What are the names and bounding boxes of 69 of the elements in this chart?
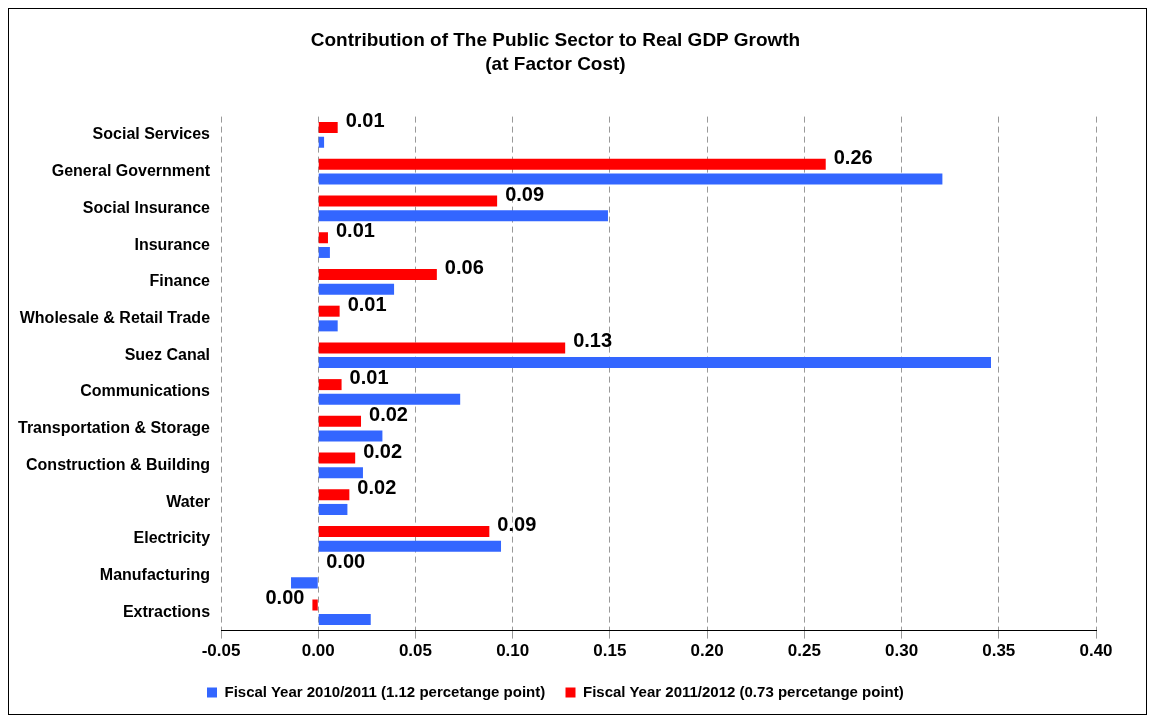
data-label: 0.26: [833, 145, 873, 168]
y-tick-label: Suez Canal: [124, 345, 211, 363]
y-tick-label: Social Insurance: [82, 198, 211, 216]
bar: [318, 415, 362, 427]
y-tick-label: Social Services: [92, 125, 211, 143]
x-tick-label: 0.00: [301, 641, 335, 661]
x-tick-label: 0.25: [787, 641, 821, 661]
bar: [318, 268, 437, 280]
y-tick-label: Electricity: [133, 529, 211, 547]
bar: [318, 540, 502, 552]
data-label: 0.01: [349, 366, 389, 389]
y-tick-label: Communications: [80, 382, 211, 400]
data-label: 0.09: [505, 182, 545, 205]
bar: [318, 136, 325, 148]
bar: [318, 195, 498, 207]
y-tick-label: Transportation & Storage: [17, 419, 211, 437]
bar: [318, 342, 566, 354]
bar: [318, 357, 991, 369]
chart-title: Contribution of The Public Sector to Real GDP Growth: [310, 28, 801, 50]
bar: [318, 393, 461, 405]
bar: [318, 614, 371, 626]
bar: [318, 173, 943, 185]
y-tick-label: General Government: [51, 162, 211, 180]
data-label: 0.00: [326, 549, 366, 572]
data-label: 0.02: [363, 439, 403, 462]
data-label: 0.06: [444, 255, 484, 278]
bar: [318, 430, 383, 442]
legend-label: Fiscal Year 2010/2011 (1.12 percetange point): [224, 682, 546, 700]
chart-subtitle: (at Factor Cost): [485, 53, 626, 75]
legend-label: Fiscal Year 2011/2012 (0.73 percetange point): [583, 682, 904, 700]
bar: [318, 525, 490, 537]
y-tick-label: Extractions: [122, 602, 211, 620]
bar: [318, 320, 338, 332]
bar: [318, 122, 338, 134]
data-label: 0.02: [357, 476, 397, 499]
bar: [318, 379, 342, 391]
x-tick-label: 0.10: [496, 641, 530, 661]
bar: [318, 489, 350, 501]
x-tick-label: -0.05: [201, 641, 241, 661]
x-tick-label: 0.05: [398, 641, 433, 661]
y-tick-label: Construction & Building: [26, 455, 211, 473]
bar: [318, 232, 328, 244]
x-tick-label: 0.30: [885, 641, 919, 661]
bar: [318, 467, 363, 479]
bar: [318, 305, 340, 317]
bar: [318, 283, 395, 295]
bar: [318, 503, 348, 515]
x-tick-label: 0.35: [982, 641, 1016, 661]
y-tick-label: Insurance: [134, 235, 211, 253]
data-label: 0.13: [573, 329, 613, 352]
data-label: 0.01: [345, 109, 385, 132]
y-tick-label: Finance: [149, 272, 211, 290]
data-label: 0.09: [497, 512, 537, 535]
bar: [318, 452, 356, 464]
y-tick-label: Water: [166, 492, 211, 510]
bar: [318, 158, 826, 170]
data-label: 0.02: [369, 402, 408, 425]
x-tick-label: 0.40: [1079, 641, 1113, 661]
y-tick-label: Manufacturing: [99, 565, 211, 583]
data-label: 0.01: [335, 219, 375, 242]
x-tick-label: 0.15: [593, 641, 627, 661]
bar: [318, 246, 330, 258]
y-tick-label: Wholesale & Retail Trade: [19, 308, 211, 326]
x-tick-label: 0.20: [690, 641, 724, 661]
bar: [291, 577, 318, 589]
data-label: 0.01: [347, 292, 387, 315]
bar: [318, 210, 608, 222]
bar: [312, 599, 318, 611]
data-label: 0.00: [265, 586, 305, 609]
